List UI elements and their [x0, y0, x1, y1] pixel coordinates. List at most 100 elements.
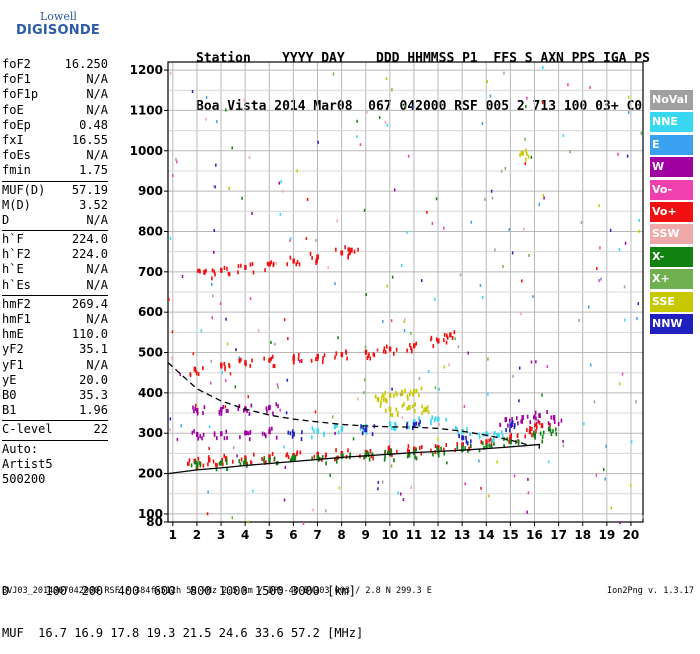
echo-trace-dot [379, 403, 382, 408]
param-value: N/A [86, 212, 108, 227]
echo-trace-dot [388, 445, 391, 450]
noise-point [317, 140, 319, 144]
echo-trace-dot [189, 373, 192, 378]
plot-frame [167, 61, 644, 523]
echo-trace-dot [538, 420, 541, 425]
echo-trace-dot [383, 398, 385, 403]
echo-trace-dot [520, 150, 523, 155]
noise-point [399, 492, 402, 496]
echo-trace-dot [263, 456, 266, 461]
echo-trace-dot [541, 434, 544, 439]
echo-trace-dot [202, 411, 204, 416]
echo-trace-dot [517, 441, 520, 446]
echo-trace-dot [403, 402, 405, 407]
noise-point [489, 444, 492, 448]
echo-trace-dot [407, 396, 409, 401]
echo-trace-dot [316, 427, 319, 432]
echo-trace-dot [406, 348, 408, 353]
echo-trace-dot [231, 459, 234, 464]
echo-point-w [552, 415, 556, 421]
param-row: h`F2 224.0 [2, 247, 108, 262]
echo-trace-dot [371, 452, 374, 457]
echo-trace-dot [289, 255, 292, 260]
echo-trace-dot [414, 402, 417, 407]
echo-trace-dot [266, 409, 268, 414]
echo-trace-dot [549, 423, 551, 428]
noise-point [518, 399, 520, 403]
echo-point-nnw [364, 427, 368, 433]
noise-point [538, 203, 541, 207]
x-tick-label: 7 [313, 528, 321, 542]
noise-point [280, 180, 282, 184]
noise-point [205, 95, 208, 99]
noise-point [359, 143, 362, 147]
noise-point [287, 337, 289, 341]
echo-trace-dot [393, 426, 395, 431]
echo-trace-dot [190, 463, 193, 468]
echo-trace-dot [542, 430, 545, 435]
noise-point [400, 264, 403, 268]
echo-trace-dot [488, 443, 490, 448]
echo-point-voplus [316, 353, 319, 359]
echo-trace-dot [240, 263, 242, 268]
echo-trace-dot [457, 431, 460, 436]
x-tick-label: 10 [381, 528, 398, 542]
noise-point [278, 181, 281, 185]
echo-trace-dot [321, 359, 324, 364]
echo-trace-dot [212, 459, 215, 464]
echo-trace-dot [493, 441, 495, 446]
echo-trace-dot [197, 456, 200, 461]
noise-point [381, 480, 384, 484]
echo-trace-dot [383, 457, 386, 462]
echo-trace-dot [325, 461, 327, 466]
noise-point [494, 248, 496, 252]
echo-trace-dot [411, 404, 414, 409]
echo-point-xminus [292, 456, 295, 462]
noise-point [249, 297, 252, 301]
noise-point [580, 220, 583, 224]
param-row: yF2 35.1 [2, 342, 108, 357]
noise-point [546, 365, 549, 369]
echo-trace-dot [252, 452, 255, 457]
echo-point-nne [437, 416, 440, 422]
echo-point-voplus [268, 454, 271, 460]
file-info-footer: BVJ03_2014067042000.RSF / 384fx512h 50 k… [2, 586, 432, 596]
echo-trace-dot [337, 430, 340, 435]
param-label: h`F [2, 232, 24, 247]
echo-trace-dot [483, 445, 485, 450]
echo-trace-dot [549, 428, 552, 433]
noise-point [327, 266, 329, 270]
echo-trace-dot [372, 352, 375, 357]
noise-point [619, 521, 621, 525]
echo-trace-dot [467, 448, 469, 453]
param-label: foF2 [2, 57, 31, 71]
echo-point-nnw [412, 422, 416, 428]
param-separator [2, 230, 108, 232]
echo-trace-dot [263, 356, 265, 361]
echo-trace-dot [415, 388, 418, 393]
noise-point [598, 279, 600, 283]
echo-point-nnw [292, 431, 295, 437]
echo-trace-dot [384, 408, 387, 413]
noise-point [169, 428, 171, 432]
echo-trace-dot [443, 451, 446, 456]
noise-point [637, 302, 640, 306]
echo-trace-dot [228, 362, 230, 367]
echo-trace-dot [408, 425, 410, 430]
echo-trace-dot [526, 428, 528, 433]
noise-point [459, 273, 462, 277]
echo-trace-dot [513, 425, 516, 430]
echo-trace-dot [225, 455, 227, 460]
noise-point [535, 360, 537, 364]
param-label: M(D) [2, 197, 31, 212]
noise-point [382, 319, 384, 323]
echo-trace-dot [336, 423, 338, 428]
echo-trace-dot [560, 418, 563, 423]
echo-trace-dot [508, 439, 510, 444]
echo-trace-dot [273, 364, 276, 369]
echo-trace-dot [321, 457, 323, 462]
echo-trace-dot [353, 249, 356, 254]
echo-trace-dot [272, 411, 274, 416]
echo-trace-dot [275, 435, 278, 440]
version-label: Ion2Png v. 1.3.17 [607, 586, 694, 596]
